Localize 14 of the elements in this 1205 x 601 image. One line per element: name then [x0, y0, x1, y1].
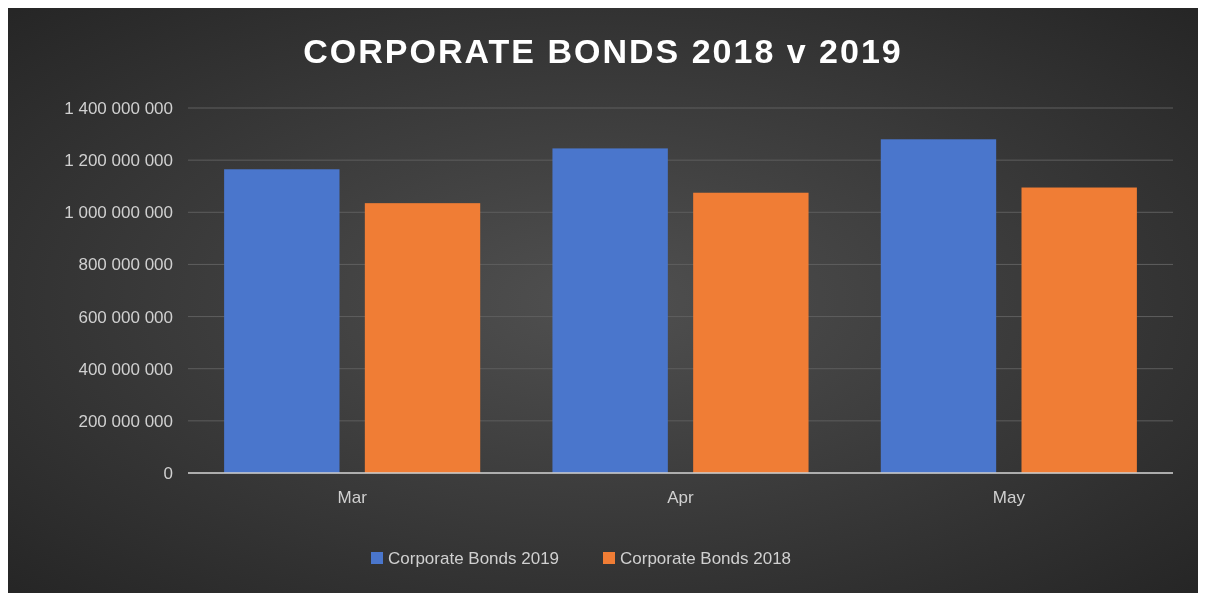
chart-title: CORPORATE BONDS 2018 v 2019 — [303, 32, 903, 70]
y-tick-label: 1 000 000 000 — [64, 203, 173, 223]
y-tick-label: 1 200 000 000 — [64, 151, 173, 171]
legend-label: Corporate Bonds 2018 — [620, 548, 792, 568]
y-tick-label: 400 000 000 — [78, 359, 173, 379]
x-tick-label: May — [992, 488, 1026, 507]
legend-label: Corporate Bonds 2019 — [388, 548, 560, 568]
y-tick-label: 1 400 000 000 — [64, 98, 173, 118]
x-tick-label: Mar — [337, 488, 368, 507]
y-tick-label: 200 000 000 — [78, 411, 173, 431]
y-tick-label: 600 000 000 — [78, 307, 173, 327]
y-tick-label: 0 — [163, 463, 173, 483]
x-tick-label: Apr — [667, 488, 695, 507]
y-tick-label: 800 000 000 — [78, 255, 173, 275]
